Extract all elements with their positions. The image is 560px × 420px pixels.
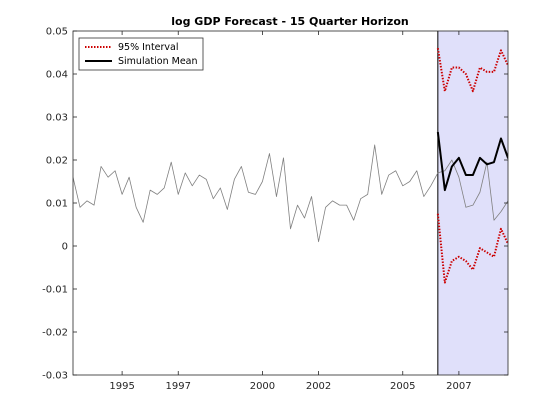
legend-box (78, 37, 204, 71)
forecast-region (437, 31, 508, 375)
y-tick-label: 0.05 (46, 27, 68, 38)
y-tick-label: -0.02 (42, 328, 68, 339)
legend: 95% Interval Simulation Mean (78, 37, 204, 71)
y-tick-label: 0.04 (46, 70, 68, 81)
series-line-lower (436, 213, 508, 284)
axes: 0.05 0.04 0.03 0.02 0.01 0 -0.01 -0.02 -0.03 1995… (42, 27, 509, 392)
y-tick-label: -0.01 (42, 285, 68, 296)
y-tick-label: -0.03 (42, 371, 68, 382)
series-lines (73, 48, 508, 284)
y-tick-label: 0 (62, 242, 68, 253)
y-tick-label: 0.02 (46, 156, 68, 167)
legend-label-interval: 95% Interval (118, 42, 179, 53)
x-tick-label: 2007 (446, 381, 471, 392)
x-tick-label: 1995 (109, 381, 134, 392)
y-tick-label: 0.03 (46, 113, 68, 124)
x-tick-label: 2005 (390, 381, 415, 392)
plot-area (73, 31, 508, 375)
x-tick-label: 2002 (306, 381, 331, 392)
legend-label-mean: Simulation Mean (118, 56, 198, 67)
series-line-mean (436, 131, 508, 192)
series-line-upper (436, 48, 508, 93)
series-line-actual (73, 144, 508, 243)
y-tick-label: 0.01 (46, 199, 68, 210)
x-tick-label: 1997 (166, 381, 191, 392)
chart-title: log GDP Forecast - 15 Quarter Horizon (171, 15, 408, 28)
x-tick-label: 2000 (250, 381, 275, 392)
